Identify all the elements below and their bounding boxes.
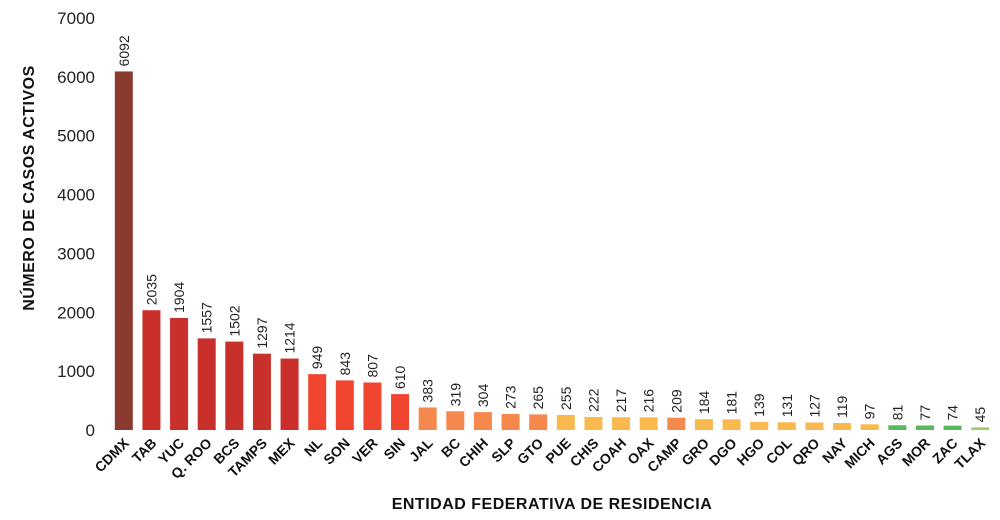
data-label: 949 bbox=[309, 346, 325, 370]
bar-chih bbox=[473, 412, 492, 430]
data-label: 843 bbox=[337, 352, 353, 376]
bar-pue bbox=[556, 414, 575, 430]
y-tick-label: 4000 bbox=[57, 186, 95, 205]
bar-bc bbox=[446, 411, 465, 430]
data-label: 131 bbox=[779, 394, 795, 418]
bar-mex bbox=[280, 358, 299, 430]
data-label: 610 bbox=[392, 366, 408, 390]
data-label: 319 bbox=[447, 383, 463, 407]
data-label: 97 bbox=[862, 404, 878, 420]
data-label: 1502 bbox=[226, 305, 242, 336]
bar-gto bbox=[529, 414, 548, 430]
data-label: 1214 bbox=[282, 322, 298, 353]
data-label: 81 bbox=[889, 404, 905, 420]
bar-qro bbox=[805, 422, 824, 430]
category-label: GTO bbox=[514, 435, 547, 468]
category-label: CDMX bbox=[91, 434, 132, 475]
bar-son bbox=[335, 380, 354, 430]
bar-gro bbox=[694, 419, 713, 430]
category-label: HGO bbox=[733, 435, 767, 469]
category-label: TAB bbox=[129, 435, 160, 466]
data-label: 184 bbox=[696, 391, 712, 415]
bar-slp bbox=[501, 413, 520, 430]
data-label: 45 bbox=[972, 407, 988, 423]
data-label: 77 bbox=[917, 405, 933, 421]
y-tick-label: 1000 bbox=[57, 362, 95, 381]
category-label: MEX bbox=[265, 434, 298, 467]
category-label: MICH bbox=[841, 435, 878, 472]
bar-camp bbox=[667, 417, 686, 430]
data-label: 6092 bbox=[116, 35, 132, 66]
bar-q-roo bbox=[197, 338, 216, 430]
data-label: 273 bbox=[503, 385, 519, 409]
y-tick-label: 2000 bbox=[57, 303, 95, 322]
bar-chis bbox=[584, 416, 603, 430]
bar-col bbox=[777, 422, 796, 430]
data-label: 383 bbox=[420, 379, 436, 403]
bar-hgo bbox=[750, 421, 769, 430]
bar-coah bbox=[612, 417, 631, 430]
bar-mich bbox=[860, 424, 879, 430]
data-label: 127 bbox=[806, 394, 822, 418]
y-tick-label: 7000 bbox=[57, 9, 95, 28]
data-label: 139 bbox=[751, 393, 767, 417]
bar-nl bbox=[308, 374, 327, 430]
value-labels-group: 6092 2035 1904 1557 1502 1297 1214 949 843 807 610… bbox=[116, 35, 988, 422]
y-axis-ticks: 0 1000 2000 3000 4000 5000 6000 7000 bbox=[57, 9, 95, 440]
category-label: DGO bbox=[706, 435, 740, 469]
data-label: 265 bbox=[530, 386, 546, 410]
data-label: 222 bbox=[585, 388, 601, 412]
data-label: 1904 bbox=[171, 282, 187, 313]
bar-dgo bbox=[722, 419, 741, 430]
bar-cdmx bbox=[114, 71, 133, 430]
data-label: 1297 bbox=[254, 317, 270, 348]
bar-zac bbox=[943, 425, 962, 430]
data-label: 217 bbox=[613, 389, 629, 413]
bar-tlax bbox=[971, 427, 990, 430]
category-label: SON bbox=[320, 435, 353, 468]
category-label: JAL bbox=[406, 434, 436, 464]
data-label: 181 bbox=[724, 391, 740, 415]
category-label: CHIH bbox=[456, 435, 492, 471]
data-label: 2035 bbox=[143, 274, 159, 305]
y-tick-label: 5000 bbox=[57, 127, 95, 146]
category-label: GRO bbox=[678, 435, 712, 469]
category-label: VER bbox=[349, 435, 381, 467]
data-label: 807 bbox=[364, 354, 380, 378]
y-tick-label: 3000 bbox=[57, 244, 95, 263]
category-label: AGS bbox=[873, 435, 906, 468]
bar-mor bbox=[915, 425, 934, 430]
y-axis-title: NÚMERO DE CASOS ACTIVOS bbox=[19, 65, 38, 311]
bar-yuc bbox=[170, 317, 189, 430]
data-label: 1557 bbox=[199, 302, 215, 333]
x-axis-title: ENTIDAD FEDERATIVA DE RESIDENCIA bbox=[392, 496, 713, 513]
data-label: 304 bbox=[475, 384, 491, 408]
category-label: QRO bbox=[789, 435, 823, 469]
category-label: MOR bbox=[899, 435, 933, 469]
bar-sin bbox=[391, 394, 410, 430]
bar-ags bbox=[888, 425, 907, 430]
bar-tamps bbox=[252, 353, 271, 430]
bar-nay bbox=[833, 422, 852, 430]
bars-group bbox=[114, 71, 990, 430]
data-label: 209 bbox=[668, 389, 684, 413]
data-label: 216 bbox=[641, 389, 657, 413]
category-label: SIN bbox=[380, 435, 408, 463]
data-label: 119 bbox=[834, 395, 850, 418]
category-label: SLP bbox=[488, 435, 519, 466]
y-tick-label: 6000 bbox=[57, 68, 95, 87]
bar-tab bbox=[142, 310, 161, 430]
category-label: TLAX bbox=[951, 434, 989, 472]
data-label: 74 bbox=[945, 405, 961, 421]
category-label: COL bbox=[763, 434, 796, 467]
data-label: 255 bbox=[558, 386, 574, 410]
bar-bcs bbox=[225, 341, 244, 430]
y-tick-label: 0 bbox=[86, 421, 95, 440]
bar-oax bbox=[639, 417, 658, 430]
bar-ver bbox=[363, 382, 382, 430]
bar-jal bbox=[418, 407, 437, 430]
